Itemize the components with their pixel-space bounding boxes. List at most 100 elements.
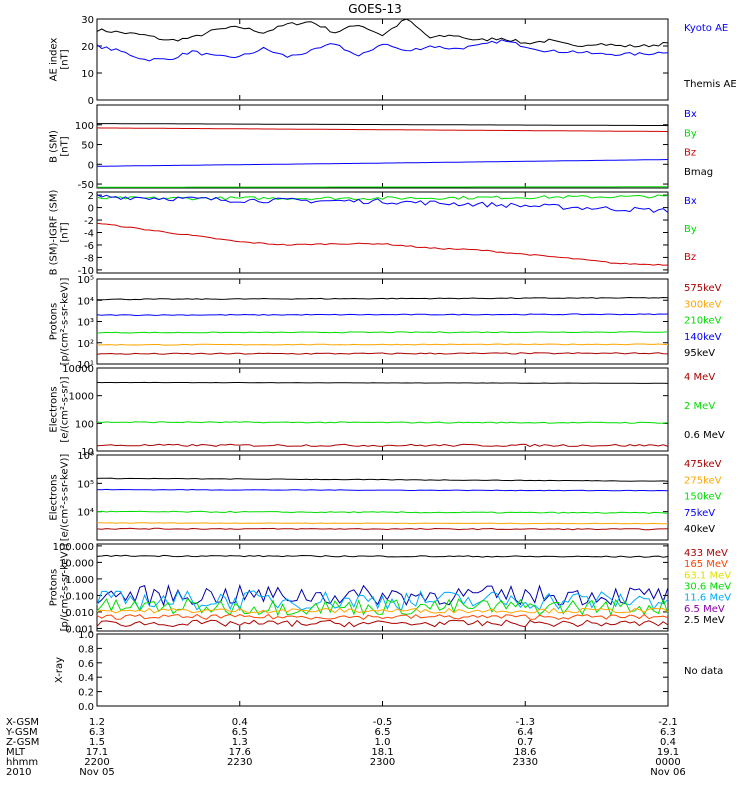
panel-xray: 0.0 0.2 0.4 0.6 0.8 1.0 X-ray No data	[54, 630, 723, 713]
series-line-1	[96, 313, 669, 317]
series-line-1	[96, 194, 669, 213]
panel-frame	[96, 454, 669, 541]
y-tick-label: 10²	[77, 339, 94, 350]
legend-entry: Bx	[684, 109, 697, 120]
y-tick-label: 100.000	[53, 542, 94, 553]
y-tick-label: -8	[84, 253, 94, 264]
y-tick-label: -4	[84, 229, 94, 240]
y-tick-label: 50	[81, 141, 94, 152]
y-tick-label: 100	[75, 121, 94, 132]
y-tick-label: 2	[88, 191, 94, 202]
y-axis-label: Protons	[49, 569, 60, 606]
series-line-5	[96, 613, 669, 621]
series-line-6	[96, 619, 669, 628]
x-row-value: -0.5	[373, 717, 393, 728]
y-axis-label: Protons	[49, 303, 60, 340]
legend-entry: Bmag	[684, 167, 713, 178]
y-axis-label: [e/(cm²-s-sr)]	[60, 376, 71, 442]
y-tick-label: -10	[78, 266, 94, 277]
x-row-label: X-GSM	[6, 717, 39, 728]
y-tick-label: 10⁶	[77, 451, 94, 462]
legend-entry: No data	[684, 666, 723, 677]
y-tick-label: -2	[84, 216, 94, 227]
series-line-0	[97, 296, 669, 301]
x-row-value: Nov 06	[650, 767, 685, 778]
legend-entry: By	[684, 224, 697, 235]
x-row-value: 1.5	[89, 737, 105, 748]
series-line-1	[96, 127, 668, 132]
legend-entry: 300keV	[684, 299, 722, 310]
panel-bsm: -50 0 50 100 B (SM) [nT] Bx By Bz Bmag	[49, 104, 713, 191]
legend-entry: 95keV	[684, 348, 715, 359]
x-axis-annotation: X-GSM 1.2 0.4 -0.5 -1.3 -2.1 Y-GSM 6.3 6.5 6.5 6.4…	[5, 717, 686, 778]
legend-entry: 475keV	[684, 459, 722, 470]
y-tick-label: 0.100	[65, 591, 94, 602]
x-row-value: 2230	[227, 757, 252, 768]
x-row-value: 0.7	[517, 737, 533, 748]
x-row-value: 0.4	[660, 737, 676, 748]
x-row-value: 0000	[655, 757, 680, 768]
chart-title: GOES-13	[348, 2, 402, 16]
y-tick-label: 20	[81, 42, 94, 53]
x-row-label: Y-GSM	[5, 727, 38, 738]
x-row-value: 19.1	[657, 747, 679, 758]
y-tick-label: 0	[88, 204, 94, 215]
x-row-value: 0.4	[232, 717, 248, 728]
series-line-3	[96, 522, 669, 525]
series-line-4	[96, 607, 669, 614]
y-axis-label: [p/(cm²-s-sr-keV)]	[60, 278, 71, 366]
legend-entry: Bz	[684, 252, 696, 263]
x-row-value: 17.6	[229, 747, 251, 758]
legend-entry: 150keV	[684, 492, 722, 503]
series-line-2	[96, 331, 669, 334]
series-line-0	[96, 194, 669, 201]
legend-entry: 75keV	[684, 508, 715, 519]
panel-bigrf: -10 -8-6-4 -20 2 B (SM)-IGRF (SM) [nT] Bx By Bz	[49, 190, 697, 277]
series-line-4	[96, 352, 669, 355]
y-axis-label: Electrons	[49, 474, 60, 520]
series-line-2	[96, 159, 669, 167]
legend-entry: Themis AE	[683, 79, 737, 90]
series-line-0	[96, 381, 669, 384]
series-line-2	[96, 589, 669, 612]
legend-entry: By	[684, 128, 697, 139]
x-row-value: 2300	[370, 757, 395, 768]
x-row-value: 17.1	[86, 747, 108, 758]
series-line-0	[96, 554, 669, 558]
legend-entry: Bz	[684, 148, 696, 159]
y-axis-label: [e/(cm²-s-sr-keV)]	[60, 454, 71, 542]
legend-entry: 275keV	[684, 475, 722, 486]
panel-protons_kev: 10¹ 10² 10³ 10⁴ 10⁵ Protons [p/(cm²-s-sr-keV)]…	[49, 275, 722, 371]
y-axis-label: B (SM)-IGRF (SM)	[49, 190, 60, 276]
x-row-value: 18.6	[514, 747, 536, 758]
legend-entry: 63.1 MeV	[684, 570, 731, 581]
y-axis-label: Electrons	[49, 386, 60, 432]
y-tick-label: 10⁴	[77, 296, 94, 307]
series-line-1	[96, 583, 669, 607]
series-line-1	[96, 39, 669, 62]
x-row-value: -1.3	[515, 717, 535, 728]
y-tick-label: -6	[84, 241, 94, 252]
y-tick-label: 0	[88, 96, 94, 107]
legend-entry: 140keV	[684, 332, 722, 343]
legend-entry: 2.5 MeV	[684, 615, 725, 626]
y-tick-label: 1.0	[78, 630, 94, 641]
y-tick-label: 0.4	[78, 673, 94, 684]
legend-entry: 433 MeV	[684, 548, 728, 559]
x-row-value: 6.3	[660, 727, 676, 738]
legend-entry: 0.6 MeV	[684, 430, 725, 441]
y-tick-label: 0.0	[78, 702, 94, 713]
panel-frame	[96, 18, 669, 101]
series-line-2	[96, 510, 669, 514]
x-row-value: 6.3	[89, 727, 105, 738]
y-tick-label: 10⁵	[77, 479, 94, 490]
legend-entry: Kyoto AE	[684, 23, 728, 34]
panel-frame	[96, 278, 669, 365]
legend-entry: 40keV	[684, 524, 715, 535]
y-tick-label: 0.010	[65, 608, 94, 619]
x-row-label: MLT	[6, 747, 26, 758]
y-axis-label: [nT]	[60, 222, 71, 242]
y-tick-label: 1.000	[65, 575, 94, 586]
